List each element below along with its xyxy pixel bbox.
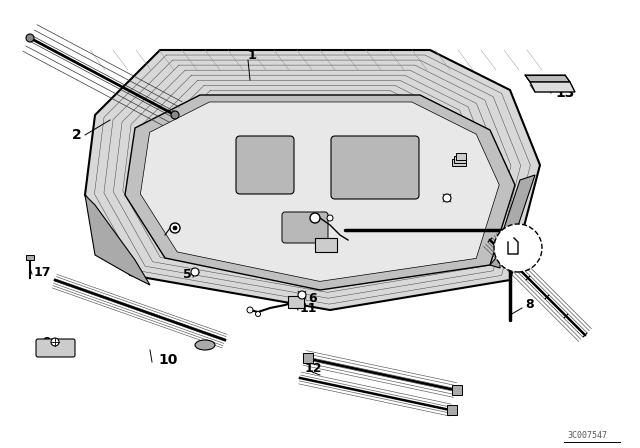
- Bar: [315, 238, 337, 252]
- Text: 17: 17: [34, 266, 51, 279]
- Circle shape: [191, 268, 199, 276]
- Circle shape: [494, 224, 542, 272]
- FancyBboxPatch shape: [447, 405, 457, 415]
- Circle shape: [310, 213, 320, 223]
- FancyBboxPatch shape: [303, 353, 313, 363]
- Polygon shape: [490, 175, 535, 268]
- Text: 2: 2: [72, 128, 82, 142]
- Text: 6: 6: [308, 292, 317, 305]
- Text: 9: 9: [42, 336, 51, 349]
- Text: 12: 12: [305, 362, 323, 375]
- Circle shape: [298, 291, 306, 299]
- Circle shape: [327, 215, 333, 221]
- Text: 10: 10: [158, 353, 177, 367]
- Ellipse shape: [195, 340, 215, 350]
- Text: G: G: [313, 215, 317, 220]
- Text: 6: 6: [452, 194, 461, 207]
- Polygon shape: [525, 75, 570, 82]
- Circle shape: [171, 111, 179, 119]
- FancyBboxPatch shape: [456, 153, 466, 160]
- Circle shape: [170, 223, 180, 233]
- Polygon shape: [140, 102, 499, 281]
- FancyBboxPatch shape: [452, 385, 462, 395]
- Text: 4: 4: [162, 221, 171, 234]
- Bar: [288, 296, 304, 308]
- Text: 13: 13: [555, 86, 574, 100]
- FancyBboxPatch shape: [282, 212, 328, 243]
- FancyBboxPatch shape: [454, 156, 466, 163]
- FancyBboxPatch shape: [36, 339, 75, 357]
- Text: 16: 16: [315, 201, 332, 214]
- FancyBboxPatch shape: [26, 255, 34, 260]
- Circle shape: [173, 226, 177, 230]
- Text: 14: 14: [332, 221, 349, 234]
- Polygon shape: [125, 95, 515, 290]
- Text: 5: 5: [183, 268, 192, 281]
- FancyBboxPatch shape: [331, 136, 419, 199]
- Polygon shape: [530, 82, 575, 92]
- Text: 11: 11: [300, 302, 317, 314]
- Text: 1: 1: [248, 48, 257, 61]
- Circle shape: [247, 307, 253, 313]
- Text: 8: 8: [525, 298, 534, 311]
- Circle shape: [443, 194, 451, 202]
- Circle shape: [51, 338, 59, 346]
- Text: 15: 15: [333, 201, 351, 214]
- Circle shape: [26, 34, 34, 42]
- Circle shape: [255, 311, 260, 316]
- FancyBboxPatch shape: [452, 159, 466, 166]
- Polygon shape: [85, 195, 150, 285]
- Text: 3C007547: 3C007547: [567, 431, 607, 440]
- Text: 7: 7: [465, 143, 474, 156]
- FancyBboxPatch shape: [236, 136, 294, 194]
- Polygon shape: [85, 50, 540, 310]
- Text: 3: 3: [418, 211, 427, 224]
